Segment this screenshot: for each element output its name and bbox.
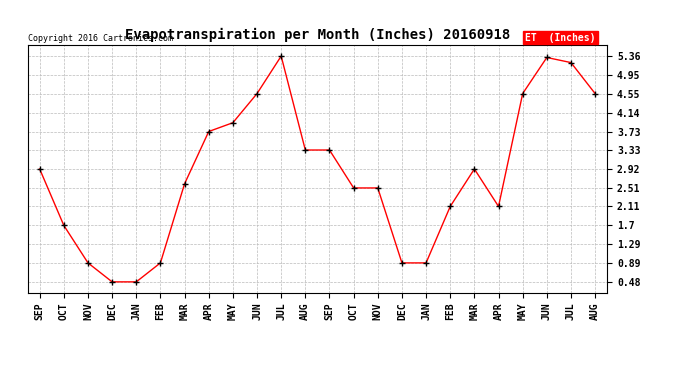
Title: Evapotranspiration per Month (Inches) 20160918: Evapotranspiration per Month (Inches) 20… <box>125 28 510 42</box>
Text: Copyright 2016 Cartronics.com: Copyright 2016 Cartronics.com <box>28 33 172 42</box>
Text: ET  (Inches): ET (Inches) <box>525 33 595 42</box>
